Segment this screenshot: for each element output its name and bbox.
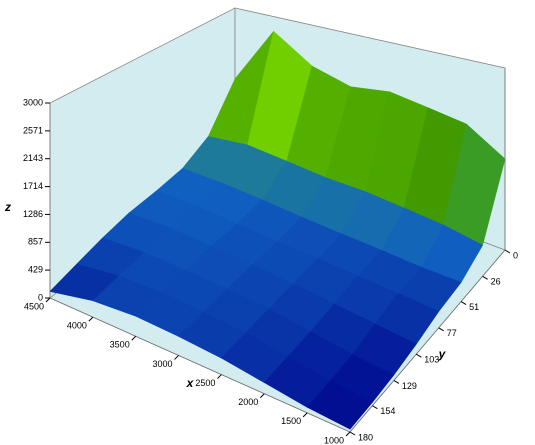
- x-tick-label: 2000: [238, 397, 258, 407]
- z-tick-label: 2571: [23, 125, 43, 135]
- y-tick-label: 154: [380, 406, 395, 416]
- x-tick-label: 4000: [67, 321, 87, 331]
- surface-patch: [306, 380, 373, 430]
- z-tick-label: 1286: [23, 209, 43, 219]
- y-tick: [504, 249, 511, 254]
- z-tick-label: 1714: [23, 181, 43, 191]
- x-tick-label: 1500: [281, 416, 301, 426]
- x-tick: [131, 335, 137, 341]
- y-tick: [349, 431, 356, 436]
- y-tick: [416, 353, 422, 358]
- y-tick-label: 51: [469, 302, 479, 312]
- x-tick: [45, 297, 51, 303]
- x-tick: [259, 393, 265, 399]
- x-tick-label: 3500: [110, 340, 130, 350]
- y-tick-label: 129: [402, 381, 417, 391]
- x-tick: [302, 412, 308, 418]
- z-tick-label: 3000: [23, 97, 43, 107]
- x-tick: [345, 431, 351, 437]
- y-tick: [482, 275, 488, 280]
- z-tick-label: 2143: [23, 153, 43, 163]
- y-tick: [438, 327, 444, 332]
- box-edge: [349, 249, 506, 433]
- box-edge: [49, 297, 351, 433]
- x-tick-label: 1000: [324, 435, 344, 445]
- z-tick-label: 857: [28, 237, 43, 247]
- x-tick: [88, 316, 94, 322]
- y-tick-label: 103: [424, 355, 439, 365]
- y-tick: [372, 405, 378, 410]
- y-tick-label: 180: [358, 432, 373, 442]
- y-tick-label: 0: [513, 250, 518, 260]
- y-axis-title: y: [438, 347, 447, 361]
- z-tick-label: 0: [38, 292, 43, 302]
- y-tick: [393, 380, 400, 384]
- z-tick-label: 429: [28, 264, 43, 274]
- x-tick-label: 3000: [153, 359, 173, 369]
- y-tick-label: 26: [491, 277, 501, 287]
- x-tick-label: 4500: [24, 301, 44, 311]
- y-tick: [460, 301, 467, 305]
- x-tick: [174, 355, 179, 360]
- y-tick-label: 77: [447, 328, 457, 338]
- x-axis-title: x: [186, 376, 195, 390]
- x-tick: [217, 374, 222, 379]
- x-tick-label: 2500: [195, 378, 215, 388]
- z-axis-title: z: [4, 200, 11, 214]
